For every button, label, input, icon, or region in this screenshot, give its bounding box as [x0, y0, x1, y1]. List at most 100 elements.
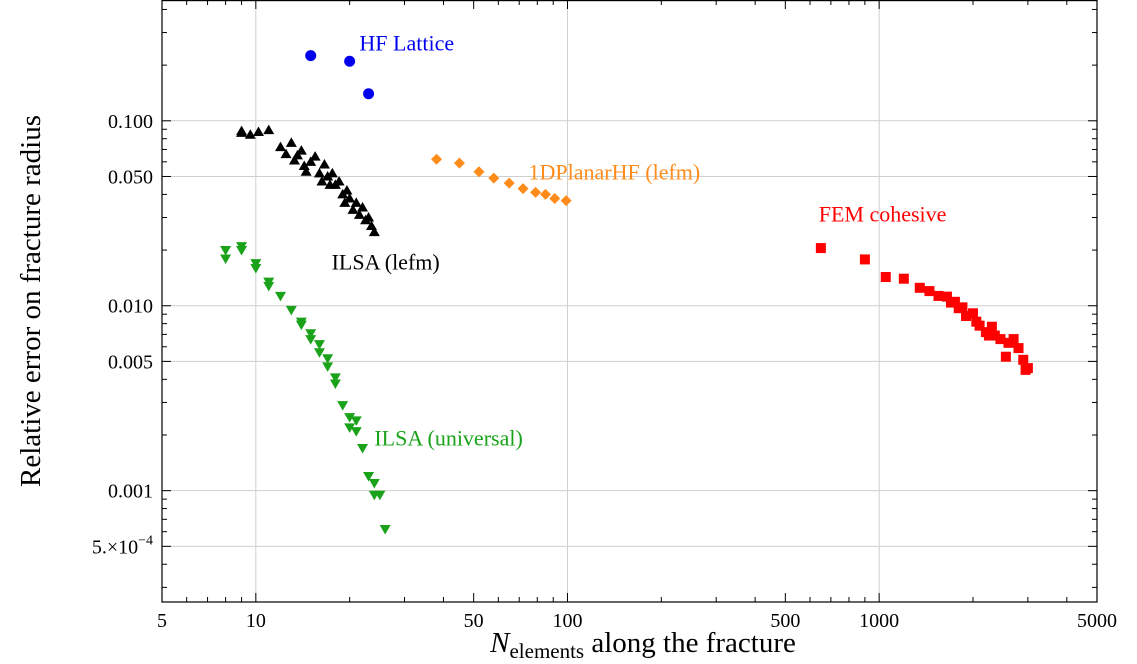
- data-point: [1008, 334, 1019, 345]
- data-point: [298, 160, 310, 170]
- data-point: [288, 154, 300, 165]
- data-point: [344, 423, 356, 433]
- data-point: [309, 151, 321, 161]
- data-point: [305, 156, 317, 166]
- series-circle: [305, 50, 375, 100]
- data-point: [1022, 363, 1033, 374]
- series-label: ILSA (lefm): [332, 250, 440, 275]
- x-axis-title-sub: elements: [509, 639, 584, 663]
- series-square: [815, 243, 1033, 375]
- series-label: 1DPlanarHF (lefm): [529, 160, 701, 185]
- data-point: [1013, 343, 1024, 354]
- tick-labels: 5 10 50 100 500 1000 5000 0.100 0.050 0.010 0.005 0…: [92, 111, 1117, 632]
- data-point: [250, 259, 262, 269]
- y-tick-label: 0.005: [108, 351, 153, 373]
- data-point: [329, 379, 341, 389]
- data-point: [313, 348, 325, 358]
- y-tick-label: 0.100: [108, 111, 153, 133]
- data-point: [357, 201, 369, 212]
- data-point: [300, 166, 312, 176]
- data-point: [957, 302, 968, 313]
- data-point: [291, 149, 303, 160]
- series-label: HF Lattice: [359, 30, 454, 55]
- data-point: [1018, 354, 1029, 365]
- data-point: [347, 204, 359, 214]
- data-point: [368, 226, 380, 237]
- data-point: [274, 291, 286, 302]
- data-point: [344, 413, 356, 423]
- x-axis-title: Nelements along the fracture: [489, 627, 796, 663]
- data-point: [263, 124, 275, 135]
- data-point: [285, 305, 297, 316]
- series-label: FEM cohesive: [819, 202, 947, 227]
- data-point: [357, 444, 369, 454]
- data-point: [263, 281, 275, 292]
- data-point: [986, 321, 997, 332]
- data-point: [374, 490, 386, 501]
- data-point: [859, 254, 870, 265]
- data-point: [295, 320, 307, 331]
- x-tick-label: 10: [246, 610, 266, 632]
- data-point: [1003, 337, 1014, 348]
- x-tick-label: 500: [770, 610, 800, 632]
- data-point: [898, 273, 909, 284]
- y-tick-label: 0.001: [108, 481, 153, 503]
- data-point: [322, 362, 334, 372]
- data-point: [220, 246, 232, 256]
- x-tick-label: 100: [552, 610, 582, 632]
- series-triangle-up: [236, 124, 380, 237]
- data-point: [322, 170, 334, 181]
- data-marks: [220, 50, 1033, 535]
- axis-ticks: [161, 0, 1098, 602]
- plot-frame: [161, 0, 1098, 603]
- data-point: [473, 166, 485, 178]
- data-point: [363, 211, 375, 222]
- data-point: [488, 172, 500, 184]
- x-tick-label: 5: [157, 610, 167, 632]
- series-diamond: [431, 153, 572, 207]
- data-point: [337, 401, 349, 411]
- y-tick-label: 5.×10−4: [92, 533, 153, 558]
- data-point: [1000, 351, 1011, 362]
- data-point: [995, 334, 1006, 345]
- data-point: [322, 354, 334, 364]
- data-point: [989, 330, 1000, 341]
- series-label: ILSA (universal): [374, 426, 522, 451]
- data-point: [880, 272, 891, 283]
- data-point: [517, 183, 529, 195]
- data-point: [453, 157, 465, 169]
- series-labels: HF Lattice ILSA (lefm) 1DPlanarHF (lefm) FE…: [332, 30, 947, 450]
- y-tick-label: 0.010: [108, 296, 153, 318]
- data-point: [379, 525, 391, 535]
- data-point: [305, 335, 317, 345]
- data-point: [344, 193, 356, 203]
- data-point: [305, 329, 317, 339]
- data-point: [967, 308, 978, 319]
- data-point: [431, 153, 443, 165]
- x-tick-label: 5000: [1077, 610, 1117, 632]
- data-point: [295, 145, 307, 155]
- data-point: [974, 320, 985, 331]
- x-tick-label: 1000: [859, 610, 899, 632]
- data-point: [236, 127, 248, 137]
- data-point: [244, 129, 256, 139]
- data-point: [350, 197, 362, 207]
- data-point: [318, 159, 330, 169]
- data-point: [329, 373, 341, 383]
- data-point: [285, 137, 297, 147]
- series-triangle-down: [220, 242, 391, 535]
- data-point: [220, 254, 232, 265]
- x-axis-title-main: N: [489, 627, 511, 659]
- data-point: [933, 290, 944, 301]
- data-point: [350, 427, 362, 437]
- data-point: [316, 175, 328, 186]
- y-axis-title: Relative error on fracture radius: [15, 115, 47, 487]
- x-tick-label: 50: [464, 610, 484, 632]
- data-point: [313, 167, 325, 178]
- data-point: [250, 263, 262, 274]
- data-point: [949, 296, 960, 307]
- data-point: [305, 50, 317, 62]
- data-point: [560, 195, 572, 207]
- data-point: [368, 479, 380, 489]
